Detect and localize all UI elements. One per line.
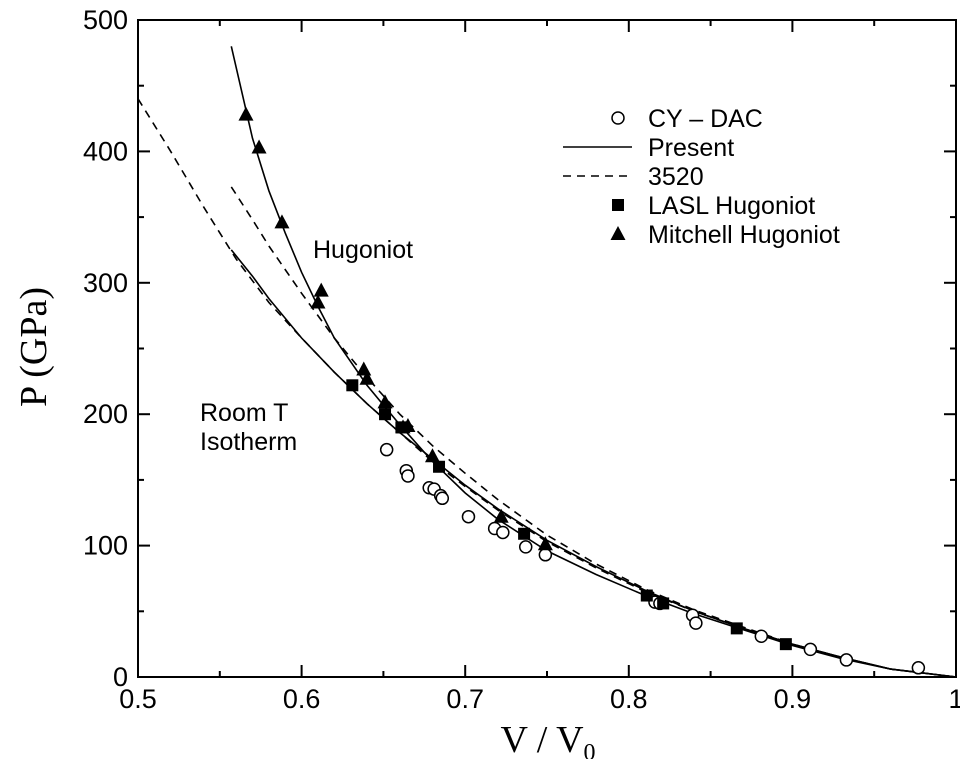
x-tick-label: 0.7 <box>446 684 484 714</box>
isotherm-annotation-line2: Isotherm <box>200 428 297 456</box>
cy-dac-point <box>462 511 474 523</box>
y-axis-title: P (GPa) <box>13 287 55 407</box>
lasl-hugoniot-point <box>731 622 743 634</box>
curves <box>138 46 956 677</box>
lasl-hugoniot-point <box>518 528 530 540</box>
y-tick-label: 500 <box>83 5 128 35</box>
y-tick-label: 0 <box>113 662 128 692</box>
markers <box>238 107 924 674</box>
legend-marker-icon <box>611 226 626 240</box>
lasl-hugoniot-point <box>379 408 391 420</box>
dashed-curve-0 <box>138 99 956 677</box>
legend-marker-icon <box>612 199 624 211</box>
cy-dac-point <box>436 492 448 504</box>
lasl-hugoniot-point <box>641 590 653 602</box>
mitchell-hugoniot-point <box>538 536 553 550</box>
cy-dac-point <box>690 617 702 629</box>
x-tick-label: 0.9 <box>774 684 812 714</box>
lasl-hugoniot-point <box>657 597 669 609</box>
y-axis-ticks: 0 100 200 300 400 500 <box>83 5 956 692</box>
mitchell-hugoniot-point <box>356 362 371 376</box>
legend-label: Mitchell Hugoniot <box>648 221 840 249</box>
solid-curve-1 <box>231 250 956 677</box>
y-tick-label: 200 <box>83 399 128 429</box>
cy-dac-point <box>804 643 816 655</box>
legend-label: CY – DAC <box>648 105 763 133</box>
cy-dac-point <box>402 470 414 482</box>
legend-label: Present <box>648 134 734 162</box>
legend-label: LASL Hugoniot <box>648 192 815 220</box>
mitchell-hugoniot-point <box>238 107 253 121</box>
cy-dac-point <box>755 630 767 642</box>
cy-dac-point <box>912 662 924 674</box>
hugoniot-annotation: Hugoniot <box>313 236 413 264</box>
cy-dac-point <box>381 444 393 456</box>
y-tick-label: 100 <box>83 531 128 561</box>
cy-dac-point <box>520 541 532 553</box>
plot-border <box>138 20 956 677</box>
isotherm-annotation-line1: Room T <box>200 399 288 427</box>
lasl-hugoniot-point <box>433 461 445 473</box>
x-axis-ticks: 0.5 0.6 0.7 0.8 0.9 1 <box>119 20 960 714</box>
x-axis-title: V / V0 <box>500 719 595 759</box>
x-tick-label: 0.6 <box>283 684 321 714</box>
legend-label: 3520 <box>648 163 704 191</box>
mitchell-hugoniot-point <box>274 214 289 228</box>
cy-dac-point <box>539 549 551 561</box>
lasl-hugoniot-point <box>780 638 792 650</box>
x-tick-label: 1 <box>948 684 960 714</box>
mitchell-hugoniot-point <box>314 283 329 297</box>
x-tick-label: 0.8 <box>610 684 648 714</box>
y-tick-label: 400 <box>83 136 128 166</box>
cy-dac-point <box>497 526 509 538</box>
lasl-hugoniot-point <box>346 379 358 391</box>
plot-frame <box>138 20 956 677</box>
solid-curve-0 <box>231 46 956 677</box>
legend-marker-icon <box>612 112 624 124</box>
y-tick-label: 300 <box>83 268 128 298</box>
cy-dac-point <box>840 654 852 666</box>
